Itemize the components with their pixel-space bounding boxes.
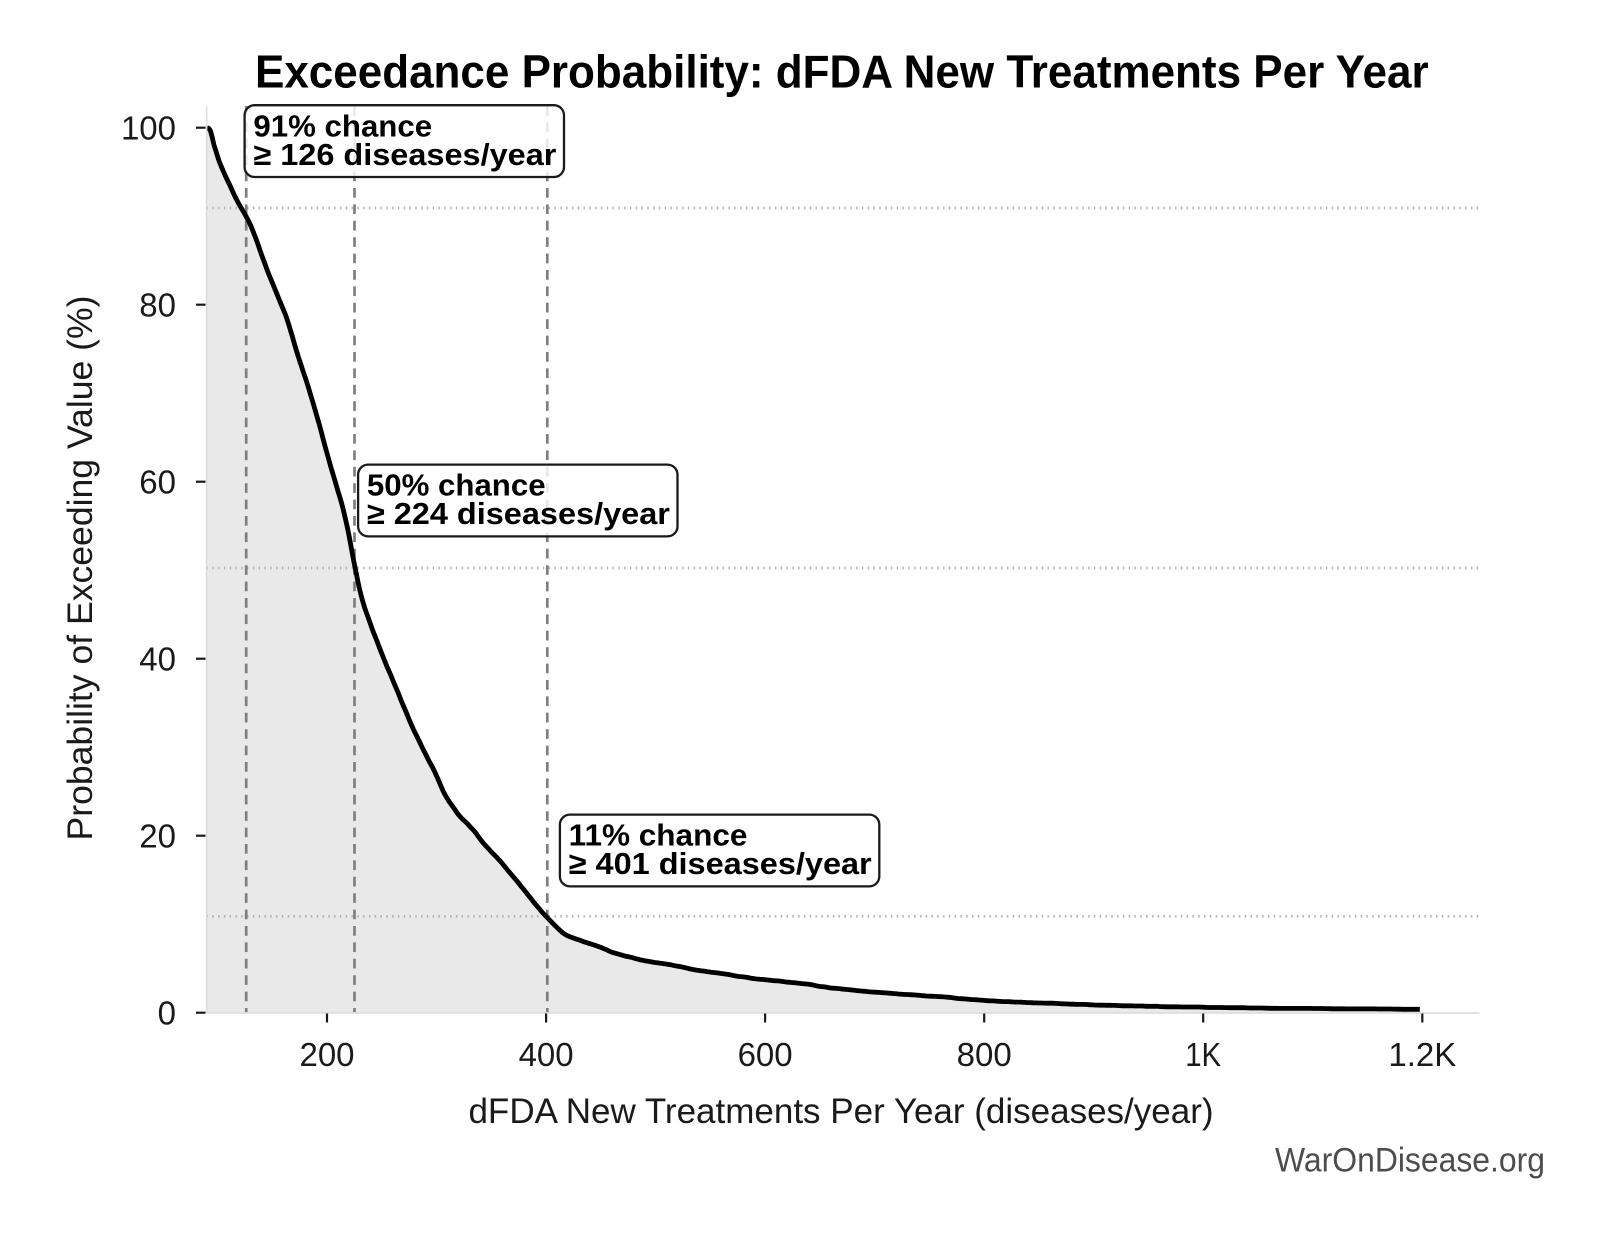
svg-text:40: 40 bbox=[139, 641, 176, 678]
svg-text:91% chance: 91% chance bbox=[253, 108, 432, 143]
svg-text:Probability of Exceeding Value: Probability of Exceeding Value (%) bbox=[60, 296, 100, 841]
svg-text:1K: 1K bbox=[1185, 1036, 1221, 1073]
svg-text:≥ 401 diseases/year: ≥ 401 diseases/year bbox=[569, 846, 872, 881]
svg-text:≥ 224 diseases/year: ≥ 224 diseases/year bbox=[367, 496, 670, 531]
svg-text:400: 400 bbox=[519, 1036, 574, 1073]
svg-text:100: 100 bbox=[121, 110, 176, 147]
svg-text:Exceedance Probability: dFDA N: Exceedance Probability: dFDA New Treatme… bbox=[255, 46, 1429, 98]
svg-text:50% chance: 50% chance bbox=[367, 468, 546, 503]
svg-text:1.2K: 1.2K bbox=[1388, 1036, 1456, 1073]
svg-text:20: 20 bbox=[139, 818, 176, 855]
svg-text:80: 80 bbox=[139, 287, 176, 324]
svg-text:dFDA New Treatments Per Year (: dFDA New Treatments Per Year (diseases/y… bbox=[468, 1092, 1213, 1131]
svg-text:≥ 126 diseases/year: ≥ 126 diseases/year bbox=[253, 137, 556, 172]
svg-text:600: 600 bbox=[738, 1036, 793, 1073]
svg-text:800: 800 bbox=[957, 1036, 1012, 1073]
svg-text:0: 0 bbox=[158, 995, 176, 1032]
svg-text:200: 200 bbox=[299, 1036, 354, 1073]
svg-text:11% chance: 11% chance bbox=[569, 818, 748, 853]
svg-text:60: 60 bbox=[139, 464, 176, 501]
svg-text:WarOnDisease.org: WarOnDisease.org bbox=[1275, 1142, 1545, 1180]
